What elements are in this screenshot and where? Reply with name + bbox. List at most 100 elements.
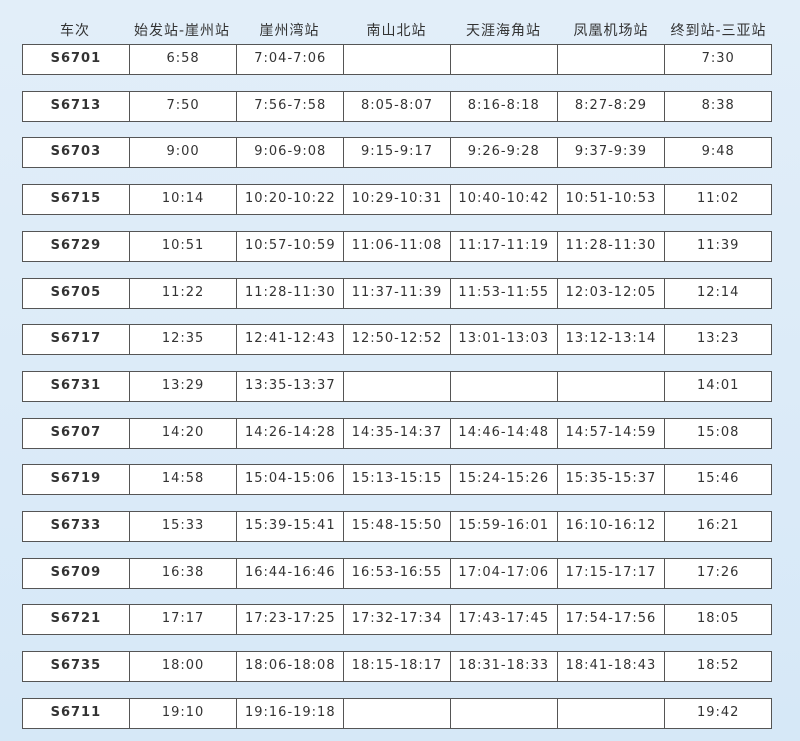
table-row: S6731 13:29 13:35-13:37 14:01 xyxy=(22,370,772,402)
table-row: S6719 14:58 15:04-15:06 15:13-15:15 15:24-15… xyxy=(22,464,772,496)
cell-nanshanbei: 15:13-15:15 xyxy=(343,465,450,495)
table-row: S6729 10:51 10:57-10:59 11:06-11:08 11:17-11… xyxy=(22,230,772,262)
cell-yazhouwan: 17:23-17:25 xyxy=(236,605,343,635)
cell-origin-yazhou: 16:38 xyxy=(128,558,237,588)
cell-terminal-sanya: 18:05 xyxy=(664,605,771,635)
table-row: S6703 9:00 9:06-9:08 9:15-9:17 9:26-9:28 9:37… xyxy=(22,137,772,169)
cell-nanshanbei: 14:35-14:37 xyxy=(343,418,450,448)
cell-nanshanbei: 17:32-17:34 xyxy=(343,605,450,635)
cell-origin-yazhou: 9:00 xyxy=(128,138,237,168)
cell-tianya-haijiao: 18:31-18:33 xyxy=(449,652,557,682)
table-row: S6701 6:58 7:04-7:06 7:30 xyxy=(22,44,772,75)
cell-origin-yazhou: 13:29 xyxy=(128,371,237,401)
cell-fenghuang-airport: 17:15-17:17 xyxy=(556,558,665,588)
cell-yazhouwan: 18:06-18:08 xyxy=(236,652,343,682)
cell-terminal-sanya: 13:23 xyxy=(664,325,771,355)
cell-nanshanbei: 11:37-11:39 xyxy=(343,278,450,308)
cell-fenghuang-airport: 12:03-12:05 xyxy=(556,278,665,308)
cell-yazhouwan: 10:20-10:22 xyxy=(236,185,343,215)
table-row: S6715 10:14 10:20-10:22 10:29-10:31 10:40-10… xyxy=(22,184,772,216)
table-row: S6733 15:33 15:39-15:41 15:48-15:50 15:59-16… xyxy=(22,511,772,542)
cell-origin-yazhou: 14:20 xyxy=(128,418,237,448)
cell-origin-yazhou: 14:58 xyxy=(128,465,237,495)
cell-tianya-haijiao: 9:26-9:28 xyxy=(449,138,557,168)
cell-tianya-haijiao: 8:16-8:18 xyxy=(449,91,557,121)
cell-terminal-sanya: 7:30 xyxy=(664,45,771,74)
cell-origin-yazhou: 10:14 xyxy=(128,185,237,215)
cell-tianya-haijiao xyxy=(449,371,557,401)
header-train-number: 车次 xyxy=(60,23,90,39)
cell-origin-yazhou: 11:22 xyxy=(128,278,237,308)
cell-nanshanbei: 16:53-16:55 xyxy=(343,558,450,588)
cell-origin-yazhou: 6:58 xyxy=(128,45,237,74)
cell-terminal-sanya: 15:46 xyxy=(664,465,771,495)
cell-tianya-haijiao: 17:43-17:45 xyxy=(449,605,557,635)
cell-nanshanbei: 8:05-8:07 xyxy=(343,91,450,121)
table-row: S6713 7:50 7:56-7:58 8:05-8:07 8:16-8:18 8:27… xyxy=(22,90,772,122)
cell-terminal-sanya: 19:42 xyxy=(664,698,771,728)
header-tianya-haijiao: 天涯海角站 xyxy=(466,23,541,39)
table-row: S6735 18:00 18:06-18:08 18:15-18:17 18:31-18… xyxy=(22,651,772,683)
cell-terminal-sanya: 11:02 xyxy=(664,185,771,215)
cell-yazhouwan: 15:39-15:41 xyxy=(236,512,343,541)
cell-tianya-haijiao: 11:53-11:55 xyxy=(449,278,557,308)
cell-fenghuang-airport: 17:54-17:56 xyxy=(556,605,665,635)
cell-fenghuang-airport xyxy=(556,45,665,74)
cell-fenghuang-airport xyxy=(556,698,665,728)
cell-yazhouwan: 9:06-9:08 xyxy=(236,138,343,168)
cell-train-number: S6731 xyxy=(50,377,102,393)
cell-tianya-haijiao: 10:40-10:42 xyxy=(449,185,557,215)
cell-fenghuang-airport: 14:57-14:59 xyxy=(556,418,665,448)
cell-fenghuang-airport: 8:27-8:29 xyxy=(556,91,665,121)
table-row: S6721 17:17 17:23-17:25 17:32-17:34 17:43-17… xyxy=(22,604,772,636)
cell-yazhouwan: 14:26-14:28 xyxy=(236,418,343,448)
cell-nanshanbei: 9:15-9:17 xyxy=(343,138,450,168)
cell-tianya-haijiao: 13:01-13:03 xyxy=(449,325,557,355)
header-fenghuang-airport: 凤凰机场站 xyxy=(573,23,649,39)
cell-train-number: S6729 xyxy=(50,237,102,253)
cell-train-number: S6707 xyxy=(50,424,102,440)
cell-terminal-sanya: 16:21 xyxy=(664,512,771,541)
cell-fenghuang-airport: 11:28-11:30 xyxy=(556,231,665,261)
cell-yazhouwan: 7:56-7:58 xyxy=(236,91,343,121)
cell-nanshanbei: 18:15-18:17 xyxy=(343,652,450,682)
cell-train-number: S6705 xyxy=(50,284,102,300)
cell-train-number: S6703 xyxy=(50,144,102,160)
table-row: S6707 14:20 14:26-14:28 14:35-14:37 14:46-14… xyxy=(22,417,772,449)
cell-nanshanbei: 15:48-15:50 xyxy=(343,512,450,541)
cell-tianya-haijiao xyxy=(449,45,557,74)
cell-terminal-sanya: 11:39 xyxy=(664,231,771,261)
cell-fenghuang-airport: 13:12-13:14 xyxy=(556,325,665,355)
cell-yazhouwan: 7:04-7:06 xyxy=(236,45,343,74)
table-row: S6705 11:22 11:28-11:30 11:37-11:39 11:53-11… xyxy=(22,277,772,309)
cell-train-number: S6713 xyxy=(50,97,102,113)
cell-fenghuang-airport xyxy=(556,371,665,401)
cell-nanshanbei: 10:29-10:31 xyxy=(343,185,450,215)
cell-yazhouwan: 12:41-12:43 xyxy=(236,325,343,355)
cell-train-number: S6719 xyxy=(50,471,102,487)
cell-origin-yazhou: 10:51 xyxy=(128,231,237,261)
cell-nanshanbei: 12:50-12:52 xyxy=(343,325,450,355)
cell-yazhouwan: 13:35-13:37 xyxy=(236,371,343,401)
cell-nanshanbei: 11:06-11:08 xyxy=(343,231,450,261)
cell-origin-yazhou: 12:35 xyxy=(128,325,237,355)
cell-tianya-haijiao: 17:04-17:06 xyxy=(449,558,557,588)
cell-terminal-sanya: 8:38 xyxy=(664,91,771,121)
cell-train-number: S6715 xyxy=(50,191,102,207)
cell-tianya-haijiao: 14:46-14:48 xyxy=(449,418,557,448)
cell-fenghuang-airport: 18:41-18:43 xyxy=(556,652,665,682)
cell-origin-yazhou: 18:00 xyxy=(128,652,237,682)
cell-origin-yazhou: 7:50 xyxy=(128,91,237,121)
cell-tianya-haijiao: 15:59-16:01 xyxy=(449,512,557,541)
cell-yazhouwan: 10:57-10:59 xyxy=(236,231,343,261)
cell-origin-yazhou: 17:17 xyxy=(128,605,237,635)
cell-train-number: S6733 xyxy=(50,518,102,533)
cell-origin-yazhou: 15:33 xyxy=(128,512,237,541)
cell-tianya-haijiao: 11:17-11:19 xyxy=(449,231,557,261)
cell-train-number: S6709 xyxy=(50,564,102,580)
table-row: S6709 16:38 16:44-16:46 16:53-16:55 17:04-17… xyxy=(22,557,772,589)
cell-terminal-sanya: 15:08 xyxy=(664,418,771,448)
cell-tianya-haijiao: 15:24-15:26 xyxy=(449,465,557,495)
cell-terminal-sanya: 14:01 xyxy=(664,371,771,401)
cell-train-number: S6711 xyxy=(50,704,102,720)
